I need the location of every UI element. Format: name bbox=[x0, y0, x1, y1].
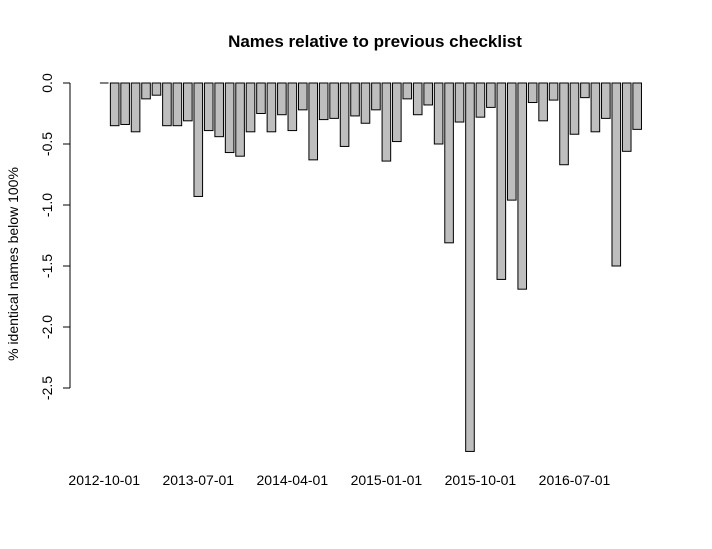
y-tick-label: -2.5 bbox=[39, 376, 55, 400]
bar bbox=[590, 82, 601, 133]
bar bbox=[381, 82, 392, 162]
bar bbox=[214, 82, 224, 138]
bar bbox=[109, 82, 120, 127]
bar bbox=[235, 82, 245, 157]
bar bbox=[266, 82, 277, 133]
x-tick-label: 2012-10-01 bbox=[68, 472, 140, 488]
bar bbox=[130, 82, 141, 133]
bar bbox=[517, 82, 528, 290]
bar bbox=[193, 82, 204, 197]
bar bbox=[297, 82, 308, 111]
bar bbox=[256, 82, 266, 114]
bar bbox=[245, 82, 256, 133]
bar bbox=[580, 82, 590, 99]
y-tick-label: -1.5 bbox=[39, 254, 55, 278]
bar bbox=[183, 82, 193, 122]
bar bbox=[465, 82, 475, 452]
x-tick-label: 2016-07-01 bbox=[539, 472, 611, 488]
bar bbox=[611, 82, 622, 267]
bar bbox=[371, 82, 381, 111]
bars bbox=[99, 82, 642, 452]
bar bbox=[454, 82, 465, 123]
chart-title: Names relative to previous checklist bbox=[228, 32, 522, 51]
bar bbox=[224, 82, 235, 154]
bar bbox=[392, 82, 402, 143]
bar bbox=[527, 82, 538, 104]
bar bbox=[548, 82, 559, 101]
bar bbox=[339, 82, 350, 147]
bar bbox=[569, 82, 580, 135]
bar bbox=[496, 82, 507, 280]
bar bbox=[601, 82, 611, 119]
bar bbox=[538, 82, 548, 122]
bar bbox=[203, 82, 214, 132]
bar bbox=[308, 82, 319, 161]
bar bbox=[318, 82, 329, 121]
bar bbox=[433, 82, 444, 145]
bar bbox=[350, 82, 360, 117]
y-axis-label: % identical names below 100% bbox=[5, 167, 21, 361]
bar bbox=[444, 82, 454, 244]
bar bbox=[162, 82, 172, 127]
y-axis: 0.0 -0.5 -1.0 -1.5 -2.0 -2.5 bbox=[39, 73, 71, 400]
bar bbox=[486, 82, 496, 108]
x-tick-label: 2014-04-01 bbox=[257, 472, 329, 488]
y-tick-label: -0.5 bbox=[39, 132, 55, 156]
bar bbox=[412, 82, 423, 116]
bar bbox=[360, 82, 371, 124]
bar bbox=[632, 82, 642, 130]
x-tick-label: 2015-10-01 bbox=[445, 472, 517, 488]
bar bbox=[506, 82, 517, 201]
bar bbox=[120, 82, 130, 125]
bar bbox=[141, 82, 151, 100]
y-tick-label: 0.0 bbox=[39, 73, 55, 93]
x-tick-label: 2013-07-01 bbox=[162, 472, 234, 488]
bar bbox=[423, 82, 433, 106]
bar bbox=[621, 82, 632, 152]
x-axis-labels: 2012-10-01 2013-07-01 2014-04-01 2015-01-01… bbox=[68, 472, 610, 488]
bar bbox=[172, 82, 183, 127]
y-tick-label: -1.0 bbox=[39, 193, 55, 217]
bar bbox=[559, 82, 569, 166]
bar bbox=[402, 82, 413, 100]
bar bbox=[329, 82, 339, 119]
y-tick-label: -2.0 bbox=[39, 315, 55, 339]
bar bbox=[277, 82, 287, 116]
bar bbox=[151, 82, 162, 96]
bar bbox=[475, 82, 486, 118]
bar bbox=[287, 82, 298, 132]
x-tick-label: 2015-01-01 bbox=[351, 472, 423, 488]
